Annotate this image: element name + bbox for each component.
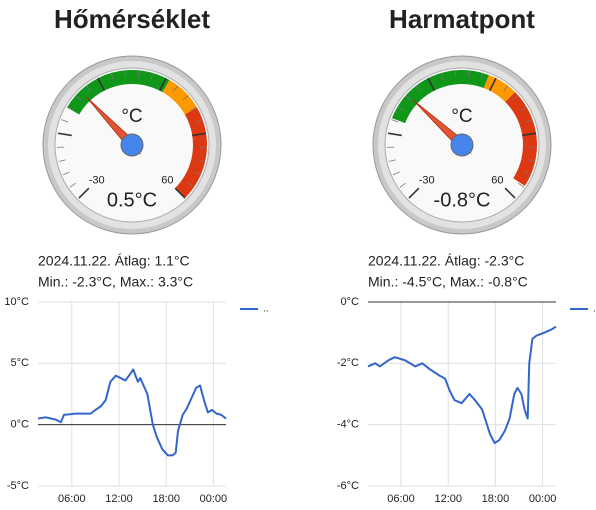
gauge-major-tick [97, 77, 106, 92]
gauge-minor-tick [512, 95, 519, 101]
gauge-tick-label: -30 [89, 174, 105, 186]
gauge-major-tick [174, 187, 186, 199]
x-tick-label: 18:00 [482, 493, 510, 505]
gauge-unit: °C [451, 106, 472, 127]
gauge-band [391, 70, 489, 124]
data-line [367, 325, 557, 445]
gauge-band [67, 70, 170, 115]
gauge-major-tick [504, 187, 516, 199]
x-tick-label: 12:00 [105, 493, 133, 505]
gauge-minor-tick [188, 182, 195, 188]
gauge-major-tick [408, 187, 420, 199]
gauge-major-tick [57, 132, 72, 137]
gauge-minor-tick [528, 159, 536, 162]
gauge-minor-tick [525, 119, 533, 123]
gauge-minor-tick [391, 119, 399, 123]
gauge-tick-label: 60 [161, 174, 173, 186]
gauge-minor-tick [415, 85, 421, 92]
gauge-minor-tick [518, 182, 525, 188]
chart-summary: 2024.11.22. Átlag: 1.1°C [38, 253, 190, 269]
gauge-major-tick [387, 132, 402, 137]
legend-label: .. [593, 304, 596, 315]
gauge-minor-tick [405, 95, 412, 101]
gauge-minor-tick [524, 171, 531, 176]
data-line [37, 368, 227, 457]
gauge-minor-tick [69, 182, 76, 188]
gauge-minor-tick [393, 171, 400, 176]
gauge-minor-tick [520, 106, 527, 111]
gauge-major-tick [488, 77, 497, 92]
gauge-band [162, 80, 197, 115]
gauge-minor-tick [468, 70, 470, 78]
x-tick-label: 18:00 [152, 493, 180, 505]
gauge-minor-tick [110, 72, 114, 80]
gauge-minor-tick [150, 72, 154, 80]
gauge-minor-tick [480, 72, 484, 80]
chart-summary: Min.: -2.3°C, Max.: 3.3°C [38, 274, 193, 290]
gauge-tick-label: -30 [419, 174, 435, 186]
gauge-minor-tick [124, 70, 126, 78]
gauge-minor-tick [454, 70, 456, 78]
gauge-title: Hőmérséklet [54, 4, 210, 34]
y-tick-label: 0°C [341, 296, 360, 308]
gauge-major-tick [192, 132, 207, 137]
x-tick-label: 00:00 [200, 493, 228, 505]
y-tick-label: -6°C [337, 480, 359, 492]
y-tick-label: 10°C [4, 296, 29, 308]
y-tick-label: 0°C [11, 419, 30, 431]
x-tick-label: 06:00 [58, 493, 86, 505]
gauge-minor-tick [397, 106, 404, 111]
gauge-minor-tick [503, 85, 509, 92]
x-tick-label: 00:00 [529, 493, 557, 505]
gauge-major-tick [158, 77, 167, 92]
y-tick-label: -2°C [337, 357, 359, 369]
gauge-minor-tick [399, 182, 406, 188]
gauge-hub [120, 133, 144, 157]
gauge-band [483, 74, 516, 102]
gauge-minor-tick [198, 159, 206, 162]
gauge-major-tick [78, 187, 90, 199]
gauge-minor-tick [67, 106, 74, 111]
gauge-minor-tick [195, 119, 203, 123]
gauge-minor-tick [85, 85, 91, 92]
gauge-tick-label: 60 [491, 174, 503, 186]
gauge-minor-tick [440, 72, 444, 80]
gauge-minor-tick [194, 171, 201, 176]
gauge-minor-tick [173, 85, 179, 92]
gauge-major-tick [427, 77, 436, 92]
gauge-band [175, 107, 207, 199]
x-tick-label: 06:00 [387, 493, 415, 505]
y-tick-label: 5°C [11, 357, 30, 369]
y-tick-label: -5°C [7, 480, 29, 492]
chart-summary: Min.: -4.5°C, Max.: -0.8°C [368, 274, 528, 290]
gauge-value-label: 0.5°C [107, 189, 157, 211]
gauge-title: Harmatpont [389, 4, 535, 34]
gauge-band [505, 91, 537, 186]
gauge-value-label: -0.8°C [434, 189, 491, 211]
gauge-minor-tick [75, 95, 82, 101]
y-tick-label: -4°C [337, 419, 359, 431]
x-tick-label: 12:00 [434, 493, 462, 505]
gauge-minor-tick [190, 106, 197, 111]
gauge-minor-tick [58, 159, 66, 162]
legend-label: .. [263, 304, 269, 315]
gauge-unit: °C [121, 106, 142, 127]
gauge-hub [450, 133, 474, 157]
gauge-minor-tick [63, 171, 70, 176]
gauge-minor-tick [182, 95, 189, 101]
gauge-minor-tick [61, 119, 69, 123]
gauge-minor-tick [388, 159, 396, 162]
chart-summary: 2024.11.22. Átlag: -2.3°C [368, 253, 524, 269]
gauge-major-tick [522, 132, 537, 137]
gauge-minor-tick [138, 70, 140, 78]
